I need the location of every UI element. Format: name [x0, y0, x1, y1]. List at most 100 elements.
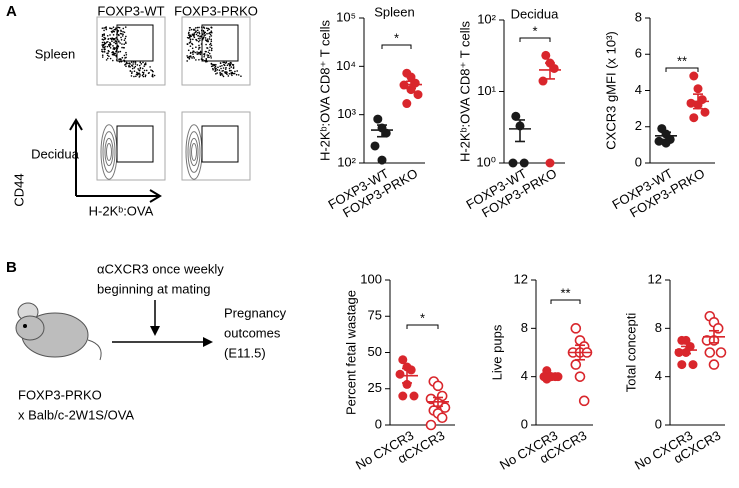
flow-dot	[123, 43, 126, 46]
data-point	[704, 347, 716, 358]
y-tick-label: 2	[635, 118, 642, 133]
flow-dot	[223, 64, 226, 67]
flow-dot	[122, 33, 124, 36]
y-tick-label: 10⁴	[336, 58, 356, 73]
y-tick-label: 8	[521, 320, 528, 335]
flow-dot	[102, 39, 105, 41]
mouse-tail	[87, 339, 102, 361]
mean-sem	[427, 396, 449, 407]
flow-dot	[118, 26, 121, 29]
flow-dot	[221, 64, 223, 67]
flow-dot	[210, 44, 213, 47]
flow-dot	[128, 65, 130, 68]
flow-dot	[196, 26, 199, 29]
flow-dot	[189, 45, 192, 47]
flow-dot	[198, 31, 200, 34]
flow-dot	[139, 73, 141, 76]
flow-dot	[121, 56, 124, 59]
flow-dot	[129, 70, 132, 72]
flow-dot	[199, 35, 201, 38]
flow-dot	[190, 56, 192, 58]
data-point	[570, 359, 582, 370]
flow-dot	[195, 46, 197, 48]
flow-dot	[204, 50, 207, 53]
flow-dot	[198, 51, 201, 54]
data-point	[549, 63, 559, 73]
outcome-text: outcomes	[224, 325, 281, 340]
flow-dot	[124, 63, 127, 65]
data-point	[715, 347, 727, 358]
mean-sem	[569, 344, 591, 361]
flow-dot	[226, 64, 229, 67]
flow-dot	[196, 31, 199, 34]
flow-dot	[186, 56, 189, 59]
flow-dot	[188, 36, 191, 39]
flow-dot	[128, 62, 131, 64]
flow-dot	[114, 38, 116, 40]
flow-dot	[113, 46, 115, 49]
flow-dot	[214, 67, 216, 69]
flow-dot	[143, 65, 146, 67]
flow-dot	[231, 74, 233, 77]
mean-sem	[703, 329, 725, 344]
flow-dot	[188, 29, 191, 31]
flow-dot	[131, 71, 133, 73]
flow-dot	[113, 48, 116, 51]
flow-dot	[144, 74, 147, 77]
flow-dot	[192, 55, 195, 58]
axis-label: CD44	[11, 173, 26, 206]
flow-dot	[186, 43, 189, 45]
flow-dot	[229, 61, 232, 64]
y-tick-label: 10²	[477, 11, 496, 26]
flow-dot	[125, 51, 127, 54]
flow-dot	[110, 38, 113, 41]
flow-dot	[111, 40, 113, 42]
data-point	[570, 323, 582, 334]
flow-dot	[222, 67, 225, 69]
flow-dot	[123, 39, 126, 42]
flow-dot	[216, 72, 218, 74]
flow-dot	[219, 65, 221, 68]
flow-dot	[237, 74, 240, 76]
flow-dot	[123, 31, 126, 34]
flow-dot	[214, 69, 217, 72]
flow-dot	[202, 26, 205, 28]
data-point	[398, 355, 408, 365]
flow-dot	[151, 73, 154, 76]
flow-dot	[210, 38, 213, 41]
y-tick-label: 4	[655, 368, 662, 383]
flow-dot	[109, 47, 112, 49]
flow-dot	[134, 65, 137, 68]
flow-dot	[219, 71, 221, 74]
flow-contour	[104, 137, 114, 167]
flow-dot	[103, 48, 106, 51]
flow-dot	[215, 73, 217, 75]
flow-dot	[193, 57, 196, 59]
flow-dot	[206, 56, 209, 58]
flow-dot	[199, 37, 201, 39]
flow-dot	[129, 65, 131, 68]
arrow	[69, 118, 83, 196]
data-point	[574, 371, 586, 382]
flow-dot	[108, 45, 111, 48]
flow-dot	[228, 65, 231, 67]
flow-dot	[101, 33, 104, 36]
significance-label: *	[420, 310, 425, 325]
flow-dot	[188, 31, 190, 34]
flow-dot	[206, 54, 209, 56]
flow-dot	[107, 38, 109, 40]
flow-dot	[119, 32, 122, 35]
flow-dot	[187, 49, 190, 52]
flow-dot	[208, 36, 211, 38]
flow-dot	[109, 34, 111, 36]
data-point	[688, 360, 698, 370]
mean-sem	[687, 93, 709, 110]
flow-dot	[143, 63, 146, 66]
flow-dot	[122, 46, 125, 49]
flow-dot	[113, 28, 116, 31]
flow-dot	[101, 54, 104, 56]
flow-dot	[112, 45, 114, 47]
flow-dot	[209, 46, 211, 48]
flow-dot	[234, 70, 236, 73]
